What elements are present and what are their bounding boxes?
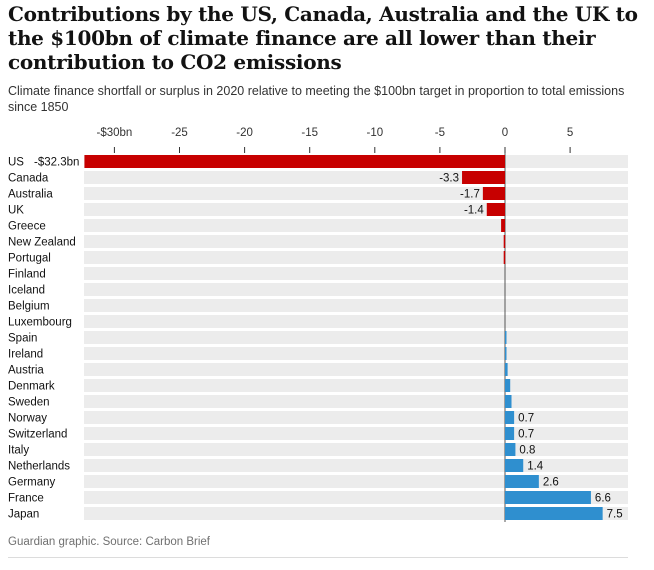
bar-sweden bbox=[505, 395, 512, 408]
bar-netherlands bbox=[505, 459, 524, 472]
category-label: Netherlands bbox=[8, 461, 70, 473]
row-background bbox=[84, 219, 628, 232]
value-label: 0.8 bbox=[519, 445, 535, 457]
category-label: Belgium bbox=[8, 301, 50, 313]
category-label: Luxembourg bbox=[8, 317, 72, 329]
row-background bbox=[84, 363, 628, 376]
x-tick-label: 0 bbox=[502, 127, 508, 139]
row-background bbox=[84, 171, 628, 184]
bar-new-zealand bbox=[503, 235, 506, 248]
category-label: Iceland bbox=[8, 285, 45, 297]
category-label: Portugal bbox=[8, 253, 51, 265]
value-label: -$32.3bn bbox=[34, 157, 79, 169]
row-background bbox=[84, 283, 628, 296]
row-background bbox=[84, 267, 628, 280]
chart-title: Contributions by the US, Canada, Austral… bbox=[8, 2, 638, 74]
bar-italy bbox=[505, 443, 516, 456]
row-background bbox=[84, 491, 628, 504]
bar-spain bbox=[505, 331, 507, 344]
row-background bbox=[84, 299, 628, 312]
x-tick-label: -15 bbox=[301, 127, 318, 139]
category-label: Norway bbox=[8, 413, 47, 425]
value-label: -3.3 bbox=[439, 173, 459, 185]
bar-germany bbox=[505, 475, 539, 488]
category-label: Greece bbox=[8, 221, 46, 233]
x-tick-label: -10 bbox=[366, 127, 383, 139]
category-label: Japan bbox=[8, 509, 39, 521]
row-background bbox=[84, 459, 628, 472]
bar-denmark bbox=[505, 379, 511, 392]
bar-canada bbox=[462, 171, 505, 184]
category-label: Austria bbox=[8, 365, 44, 377]
value-label: 1.4 bbox=[527, 461, 544, 473]
row-background bbox=[84, 235, 628, 248]
chart-subtitle: Climate finance shortfall or surplus in … bbox=[8, 84, 625, 114]
row-background bbox=[84, 203, 628, 216]
bar-france bbox=[505, 491, 591, 504]
row-background bbox=[84, 187, 628, 200]
value-label: 0.7 bbox=[518, 413, 534, 425]
category-label: Switzerland bbox=[8, 429, 67, 441]
row-background bbox=[84, 331, 628, 344]
category-label: Finland bbox=[8, 269, 46, 281]
row-background bbox=[84, 427, 628, 440]
bar-australia bbox=[482, 187, 505, 200]
row-background bbox=[84, 507, 628, 520]
x-tick-label: -$30bn bbox=[96, 127, 132, 139]
category-label: Sweden bbox=[8, 397, 50, 409]
x-tick-label: -5 bbox=[435, 127, 445, 139]
value-label: 0.7 bbox=[518, 429, 534, 441]
category-label: Canada bbox=[8, 173, 49, 185]
value-label: 2.6 bbox=[543, 477, 559, 489]
bar-uk bbox=[486, 203, 505, 216]
value-label: 6.6 bbox=[595, 493, 611, 505]
row-background bbox=[84, 251, 628, 264]
row-background bbox=[84, 443, 628, 456]
x-tick-label: 5 bbox=[567, 127, 573, 139]
bar-ireland bbox=[505, 347, 507, 360]
category-label: UK bbox=[8, 205, 24, 217]
row-background bbox=[84, 395, 628, 408]
category-label: Italy bbox=[8, 445, 29, 457]
category-label: France bbox=[8, 493, 44, 505]
bar-portugal bbox=[503, 251, 506, 264]
bar-japan bbox=[505, 507, 603, 520]
value-label: -1.7 bbox=[460, 189, 480, 201]
source-note: Guardian graphic. Source: Carbon Brief bbox=[8, 536, 210, 548]
bar-us bbox=[84, 155, 505, 168]
x-tick-label: -20 bbox=[236, 127, 253, 139]
row-background bbox=[84, 315, 628, 328]
row-background bbox=[84, 347, 628, 360]
bar-austria bbox=[505, 363, 508, 376]
bar-switzerland bbox=[505, 427, 515, 440]
footer-divider bbox=[8, 557, 628, 558]
row-background bbox=[84, 411, 628, 424]
category-label: US bbox=[8, 157, 24, 169]
category-label: Germany bbox=[8, 477, 56, 489]
category-label: Denmark bbox=[8, 381, 55, 393]
category-label: Ireland bbox=[8, 349, 43, 361]
bar-norway bbox=[505, 411, 515, 424]
row-background bbox=[84, 475, 628, 488]
row-background bbox=[84, 379, 628, 392]
category-label: Australia bbox=[8, 189, 53, 201]
category-label: New Zealand bbox=[8, 237, 76, 249]
bar-greece bbox=[501, 219, 505, 232]
value-label: 7.5 bbox=[607, 509, 623, 521]
category-label: Spain bbox=[8, 333, 37, 345]
value-label: -1.4 bbox=[464, 205, 484, 217]
x-tick-label: -25 bbox=[171, 127, 188, 139]
